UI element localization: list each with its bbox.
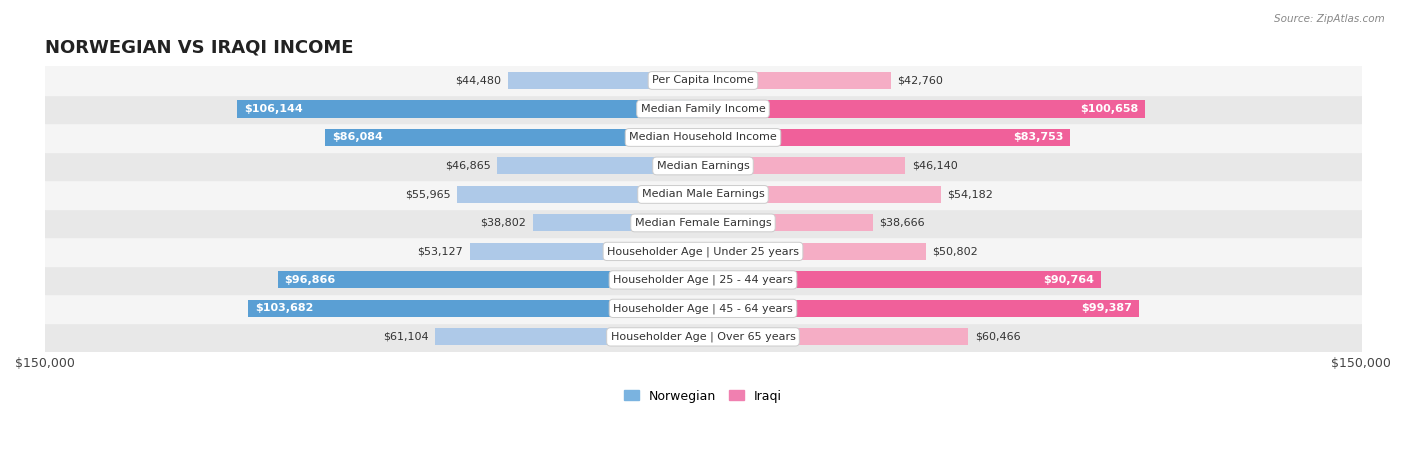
Bar bbox=[247, 300, 703, 317]
Text: Householder Age | Over 65 years: Householder Age | Over 65 years bbox=[610, 332, 796, 342]
Text: $55,965: $55,965 bbox=[405, 190, 451, 199]
Text: $42,760: $42,760 bbox=[897, 76, 943, 85]
Text: $99,387: $99,387 bbox=[1081, 304, 1132, 313]
Legend: Norwegian, Iraqi: Norwegian, Iraqi bbox=[619, 384, 787, 408]
Bar bbox=[703, 186, 941, 203]
Text: $38,802: $38,802 bbox=[481, 218, 526, 228]
Text: Per Capita Income: Per Capita Income bbox=[652, 76, 754, 85]
Text: $61,104: $61,104 bbox=[382, 332, 429, 342]
Text: Householder Age | Under 25 years: Householder Age | Under 25 years bbox=[607, 246, 799, 257]
Text: Source: ZipAtlas.com: Source: ZipAtlas.com bbox=[1274, 14, 1385, 24]
Text: $46,140: $46,140 bbox=[912, 161, 957, 171]
Text: Householder Age | 45 - 64 years: Householder Age | 45 - 64 years bbox=[613, 303, 793, 314]
Text: $46,865: $46,865 bbox=[446, 161, 491, 171]
Bar bbox=[238, 100, 703, 118]
Bar bbox=[703, 100, 1144, 118]
Bar bbox=[703, 72, 890, 89]
Bar bbox=[325, 129, 703, 146]
Text: $60,466: $60,466 bbox=[974, 332, 1021, 342]
Bar bbox=[434, 328, 703, 346]
Bar bbox=[533, 214, 703, 232]
Text: $44,480: $44,480 bbox=[456, 76, 502, 85]
Bar bbox=[703, 243, 927, 260]
Text: Householder Age | 25 - 44 years: Householder Age | 25 - 44 years bbox=[613, 275, 793, 285]
Text: Median Female Earnings: Median Female Earnings bbox=[634, 218, 772, 228]
Text: $96,866: $96,866 bbox=[284, 275, 336, 285]
Text: $38,666: $38,666 bbox=[879, 218, 925, 228]
Bar bbox=[457, 186, 703, 203]
Bar bbox=[278, 271, 703, 289]
Text: NORWEGIAN VS IRAQI INCOME: NORWEGIAN VS IRAQI INCOME bbox=[45, 38, 353, 57]
Text: $100,658: $100,658 bbox=[1080, 104, 1137, 114]
Bar bbox=[703, 271, 1101, 289]
Text: $54,182: $54,182 bbox=[948, 190, 993, 199]
Text: $90,764: $90,764 bbox=[1043, 275, 1095, 285]
Text: $103,682: $103,682 bbox=[254, 304, 314, 313]
Text: Median Household Income: Median Household Income bbox=[628, 133, 778, 142]
Text: Median Earnings: Median Earnings bbox=[657, 161, 749, 171]
Text: $83,753: $83,753 bbox=[1014, 133, 1064, 142]
Bar bbox=[703, 129, 1070, 146]
Text: Median Male Earnings: Median Male Earnings bbox=[641, 190, 765, 199]
Text: $53,127: $53,127 bbox=[418, 247, 464, 256]
Bar bbox=[498, 157, 703, 175]
Bar bbox=[703, 157, 905, 175]
Text: $86,084: $86,084 bbox=[332, 133, 382, 142]
Bar bbox=[703, 328, 969, 346]
Text: $106,144: $106,144 bbox=[243, 104, 302, 114]
Bar bbox=[703, 300, 1139, 317]
Bar bbox=[703, 214, 873, 232]
Bar bbox=[508, 72, 703, 89]
Bar bbox=[470, 243, 703, 260]
Text: Median Family Income: Median Family Income bbox=[641, 104, 765, 114]
Text: $50,802: $50,802 bbox=[932, 247, 979, 256]
